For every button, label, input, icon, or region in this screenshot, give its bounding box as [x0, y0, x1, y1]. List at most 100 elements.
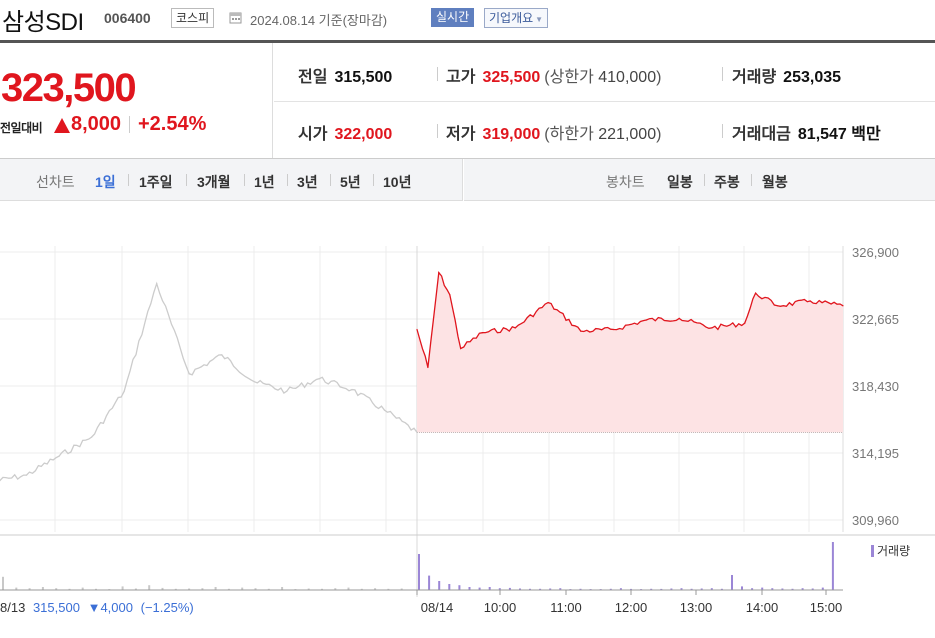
volume-bar — [670, 588, 673, 590]
data-point — [776, 305, 779, 307]
date-basis: 2024.08.14 기준(장마감) — [250, 13, 388, 28]
tab-divider — [373, 174, 374, 186]
stat-value: 81,547 — [797, 126, 847, 143]
price-chart[interactable]: 326,900 322,665 318,430 314,195 309,960 08/14… — [0, 202, 935, 638]
volume-legend-label: 거래량 — [877, 544, 911, 558]
stat-label: 시가 — [298, 126, 328, 143]
tab-1day[interactable]: 1일 — [95, 174, 116, 190]
volume-bar-prev — [188, 588, 191, 590]
stat-unit: 백만 — [851, 126, 881, 143]
stat-divider — [437, 67, 438, 81]
volume-bar-prev — [81, 587, 84, 590]
stat-open: 시가 322,000 — [298, 120, 392, 144]
volume-bar-prev — [281, 587, 284, 590]
paren-close: ) — [656, 126, 662, 143]
data-point — [438, 272, 440, 274]
volume-bar-prev — [214, 587, 217, 590]
stat-divider — [437, 124, 438, 138]
stat-divider — [722, 67, 723, 81]
tab-3year[interactable]: 3년 — [297, 174, 318, 190]
x-tick-label: 12:00 — [615, 600, 648, 615]
data-point — [809, 300, 811, 302]
volume-swatch — [871, 545, 874, 557]
volume-bar — [498, 588, 501, 590]
volume-bar — [741, 586, 743, 590]
tab-1week[interactable]: 1주일 — [139, 174, 173, 190]
data-point — [514, 327, 516, 329]
tab-divider — [751, 174, 752, 186]
section-divider — [0, 158, 935, 159]
volume-bar-prev — [241, 587, 244, 590]
volume-bar — [751, 588, 754, 590]
series-line-today — [416, 271, 844, 368]
stat-value: 325,500 — [482, 69, 541, 86]
volume-bar — [801, 588, 804, 590]
x-tick-label: 13:00 — [680, 600, 713, 615]
volume-bar — [619, 588, 622, 590]
data-point — [744, 322, 746, 324]
prev-day-change: 4,000 — [100, 600, 133, 615]
tab-divider — [287, 174, 288, 186]
volume-bar — [438, 581, 441, 590]
tab-1year[interactable]: 1년 — [254, 174, 275, 190]
data-point — [580, 330, 582, 332]
volume-bar — [458, 585, 461, 590]
tab-weekly-candle[interactable]: 주봉 — [714, 174, 740, 190]
company-overview-dropdown[interactable]: 기업개요 ▼ — [484, 8, 549, 28]
x-tick-label: 15:00 — [810, 600, 843, 615]
stat-divider — [722, 124, 723, 138]
y-tick-label: 326,900 — [852, 245, 899, 260]
realtime-button[interactable]: 실시간 — [431, 8, 475, 27]
x-tick-label: 08/14 — [421, 600, 454, 615]
y-tick-label: 322,665 — [852, 312, 899, 327]
stats-row-divider — [274, 101, 935, 102]
tab-3month[interactable]: 3개월 — [197, 174, 231, 190]
tab-monthly-candle[interactable]: 월봉 — [762, 174, 788, 190]
volume-bar-prev — [307, 588, 310, 590]
data-point — [842, 305, 844, 307]
x-tick-label: 14:00 — [746, 600, 779, 615]
tab-divider — [128, 174, 129, 186]
x-tick-label: 11:00 — [550, 600, 582, 615]
data-point — [416, 431, 418, 433]
header-divider — [0, 40, 935, 43]
tab-daily-candle[interactable]: 일봉 — [667, 174, 693, 190]
today-area-fill — [417, 272, 843, 433]
volume-bar — [731, 575, 733, 590]
tab-10year[interactable]: 10년 — [383, 174, 412, 190]
change-divider — [129, 116, 130, 133]
volume-bar-prev — [201, 588, 204, 590]
tab-5year[interactable]: 5년 — [340, 174, 361, 190]
prev-day-date: 8/13 — [0, 600, 26, 615]
data-point — [547, 302, 549, 304]
stat-label: 저가 — [446, 126, 476, 143]
volume-bar-prev — [347, 587, 350, 590]
tab-divider — [704, 174, 705, 186]
data-point — [253, 381, 255, 383]
series-line-prev-day — [0, 281, 418, 482]
data-point — [286, 390, 288, 392]
stat-low: 저가 319,000 (하한가 221,000) — [446, 120, 661, 144]
volume-bar — [539, 588, 542, 590]
data-point — [351, 389, 353, 391]
price-chart-svg: 326,900 322,665 318,430 314,195 309,960 08/14… — [0, 245, 935, 615]
volume-bar-prev — [321, 588, 323, 590]
change-label: 전일대비 — [0, 121, 43, 135]
volume-bar-prev — [95, 588, 97, 590]
data-point — [755, 292, 757, 294]
stat-value: 319,000 — [482, 126, 541, 143]
volume-bar — [831, 542, 834, 590]
volume-bar — [508, 587, 511, 590]
volume-bar-prev — [360, 588, 363, 590]
stat-high: 고가 325,500 (상한가 410,000) — [446, 63, 661, 87]
volume-bar-prev — [267, 588, 270, 590]
lower-limit-value: 221,000 — [598, 126, 657, 143]
volume-bar — [529, 588, 531, 590]
volume-bar — [761, 587, 764, 590]
volume-bar-prev — [254, 588, 257, 590]
volume-bar-prev — [2, 576, 4, 590]
volume-bar — [650, 588, 653, 590]
volume-bar — [448, 584, 451, 590]
volume-bar-prev — [41, 587, 44, 590]
tab-divider — [244, 174, 245, 186]
